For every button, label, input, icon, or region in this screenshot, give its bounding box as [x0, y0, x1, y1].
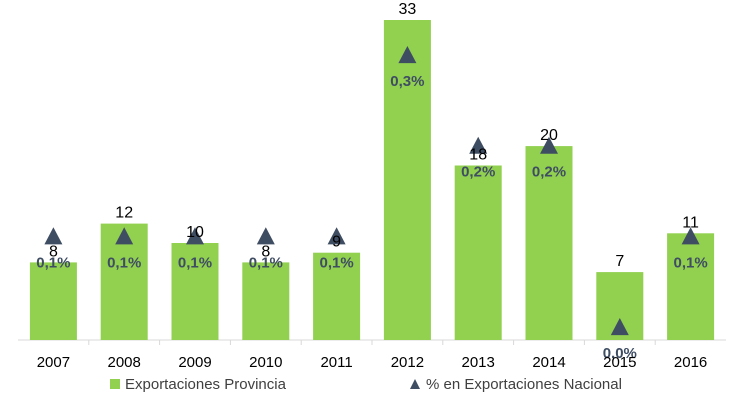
percent-marker — [44, 227, 63, 245]
bar-value-label: 33 — [399, 1, 417, 18]
x-tick-label: 2015 — [603, 354, 636, 371]
bar-value-label: 7 — [615, 253, 624, 270]
percent-marker — [681, 227, 700, 245]
bar-value-label: 11 — [682, 214, 699, 231]
legend-label-markers: % en Exportaciones Nacional — [426, 375, 622, 393]
bar — [667, 233, 715, 340]
x-tick-label: 2009 — [178, 354, 211, 371]
percent-label: 0,1% — [249, 254, 283, 271]
percent-marker — [186, 227, 204, 245]
percent-label: 0,1% — [36, 254, 70, 271]
percent-label: 0,2% — [461, 164, 495, 181]
legend-label-bars: Exportaciones Provincia — [125, 375, 286, 393]
bar — [171, 243, 219, 340]
bar — [383, 20, 431, 340]
percent-label: 0,1% — [319, 254, 353, 271]
triangle-icon — [410, 379, 420, 389]
bar-value-label: 9 — [332, 234, 341, 251]
bar — [242, 262, 290, 340]
bar — [313, 252, 361, 340]
bar — [29, 262, 77, 340]
x-tick-label: 2011 — [320, 354, 352, 371]
bar-value-label: 12 — [115, 205, 133, 222]
x-tick-label: 2007 — [37, 354, 70, 371]
percent-label: 0,1% — [107, 254, 141, 271]
percent-marker — [398, 46, 417, 64]
bar-value-label: 10 — [186, 224, 204, 241]
bar-value-label: 8 — [49, 243, 58, 260]
percent-marker — [327, 227, 346, 245]
legend-swatch-bars — [110, 379, 120, 389]
percent-marker — [256, 227, 275, 245]
bar — [525, 146, 573, 340]
percent-label: 0,2% — [532, 164, 566, 181]
percent-marker — [469, 136, 488, 154]
legend-item-bars: Exportaciones Provincia — [110, 374, 286, 394]
percent-label: 0,3% — [390, 73, 424, 90]
x-tick-label: 2014 — [532, 354, 565, 371]
x-tick-label: 2012 — [391, 354, 424, 371]
percent-marker — [115, 227, 134, 245]
percent-label: 0,0% — [603, 345, 637, 362]
percent-label: 0,1% — [673, 254, 707, 271]
bar-value-label: 18 — [469, 147, 487, 164]
x-tick-label: 2008 — [108, 354, 141, 371]
bar-value-label: 8 — [261, 243, 270, 260]
percent-marker — [610, 318, 629, 336]
x-tick-label: 2013 — [462, 354, 495, 371]
percent-marker — [540, 136, 558, 154]
x-tick-label: 2016 — [674, 354, 707, 371]
bar-value-label: 20 — [540, 127, 558, 144]
x-tick-label: 2010 — [249, 354, 282, 371]
legend-item-markers: % en Exportaciones Nacional — [410, 374, 622, 394]
percent-label: 0,1% — [178, 254, 212, 271]
bar — [454, 165, 502, 340]
